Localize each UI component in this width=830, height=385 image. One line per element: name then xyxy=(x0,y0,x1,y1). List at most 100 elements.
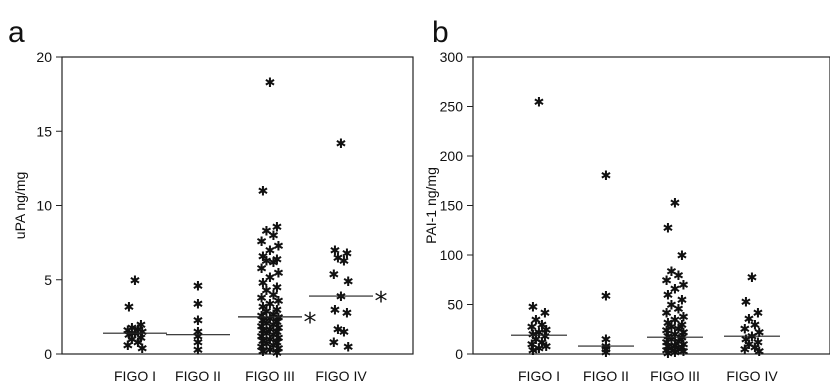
data-point-a-3: ✱ xyxy=(343,341,354,356)
data-point-b-2: ✱ xyxy=(663,340,674,355)
data-point-a-0: ✱ xyxy=(130,327,141,342)
data-point-b-2: ✱ xyxy=(677,341,688,356)
data-point-b-0: ✱ xyxy=(537,318,548,333)
data-point-b-2: ✱ xyxy=(673,322,684,337)
data-point-b-3: ✱ xyxy=(739,343,750,358)
data-point-a-2: ✱ xyxy=(268,329,279,344)
y-tick-label: 0 xyxy=(455,346,463,362)
data-point-a-2: ✱ xyxy=(268,289,279,304)
data-point-a-0: ✱ xyxy=(122,339,133,354)
data-point-a-0: ✱ xyxy=(136,332,147,347)
data-point-b-0: ✱ xyxy=(526,338,537,353)
data-point-a-2: ✱ xyxy=(261,254,272,269)
data-point-a-2: ✱ xyxy=(273,321,284,336)
data-point-a-3: ✱ xyxy=(328,268,339,283)
data-point-b-2: ✱ xyxy=(670,339,681,354)
data-point-a-0: ✱ xyxy=(124,300,135,315)
y-axis-label-a: uPA ng/mg xyxy=(12,172,28,239)
data-point-b-0: ✱ xyxy=(541,323,552,338)
data-point-b-0: ✱ xyxy=(540,330,551,345)
data-point-b-3: ✱ xyxy=(753,336,764,351)
data-point-a-2: ✱ xyxy=(272,281,283,296)
data-point-a-2: ✱ xyxy=(256,320,267,335)
data-point-b-3: ✱ xyxy=(747,330,758,345)
data-point-a-3: ✱ xyxy=(330,244,341,259)
data-point-b-2: ✱ xyxy=(678,310,689,325)
data-point-b-3: ✱ xyxy=(754,345,765,360)
y-tick-label: 50 xyxy=(447,297,463,313)
x-category-label: FIGO I xyxy=(518,368,560,384)
data-point-a-3: ✱ xyxy=(342,306,353,321)
data-point-b-2: ✱ xyxy=(678,338,689,353)
data-point-b-2: ✱ xyxy=(663,221,674,236)
data-point-b-0: ✱ xyxy=(528,344,539,359)
data-point-a-2: ✱ xyxy=(268,318,279,333)
data-point-b-0: ✱ xyxy=(531,313,542,328)
y-tick-label: 20 xyxy=(36,49,52,65)
data-point-a-3: ✱ xyxy=(336,137,347,152)
data-point-a-2: ✱ xyxy=(265,312,276,327)
data-point-b-0: ✱ xyxy=(528,300,539,315)
data-point-b-1: ✱ xyxy=(601,346,612,361)
data-point-b-3: ✱ xyxy=(741,333,752,348)
data-point-b-0: ✱ xyxy=(534,326,545,341)
data-point-b-2: ✱ xyxy=(661,306,672,321)
data-point-a-2: ✱ xyxy=(272,315,283,330)
data-point-a-1: ✱ xyxy=(193,326,204,341)
data-point-a-0: ✱ xyxy=(127,321,138,336)
data-point-b-0: ✱ xyxy=(541,340,552,355)
y-axis-label-b: PAI-1 ng/mg xyxy=(423,167,439,244)
data-point-b-3: ✱ xyxy=(747,271,758,286)
data-point-a-1: ✱ xyxy=(193,298,204,313)
data-point-b-0: ✱ xyxy=(540,306,551,321)
data-point-b-2: ✱ xyxy=(666,320,677,335)
data-point-a-2: ✱ xyxy=(256,235,267,250)
data-point-b-2: ✱ xyxy=(678,326,689,341)
data-point-b-2: ✱ xyxy=(661,344,672,359)
data-point-b-2: ✱ xyxy=(670,283,681,298)
data-point-a-0: ✱ xyxy=(124,329,135,344)
data-point-b-2: ✱ xyxy=(677,318,688,333)
data-point-a-2: ✱ xyxy=(265,298,276,313)
data-point-b-3: ✱ xyxy=(750,341,761,356)
data-point-b-0: ✱ xyxy=(526,320,537,335)
data-point-a-2: ✱ xyxy=(265,76,276,91)
data-point-a-2: ✱ xyxy=(258,345,269,360)
data-point-b-1: ✱ xyxy=(601,333,612,348)
data-point-a-2: ✱ xyxy=(261,284,272,299)
data-point-a-2: ✱ xyxy=(272,303,283,318)
data-point-b-1: ✱ xyxy=(601,290,612,305)
data-point-a-2: ✱ xyxy=(268,308,279,323)
x-category-label: FIGO I xyxy=(114,368,156,384)
data-point-a-2: ✱ xyxy=(256,262,267,277)
data-point-b-2: ✱ xyxy=(678,345,689,360)
data-point-a-3: ✱ xyxy=(343,275,354,290)
plot-frame-a xyxy=(61,56,414,355)
data-point-a-2: ✱ xyxy=(256,341,267,356)
data-point-b-2: ✱ xyxy=(661,336,672,351)
data-point-a-3: ✱ xyxy=(333,251,344,266)
data-point-a-2: ✱ xyxy=(265,244,276,259)
data-point-b-2: ✱ xyxy=(663,289,674,304)
data-point-a-2: ✱ xyxy=(273,332,284,347)
data-point-a-2: ✱ xyxy=(258,335,269,350)
data-point-b-3: ✱ xyxy=(753,306,764,321)
y-tick-label: 300 xyxy=(440,49,464,65)
data-point-a-1: ✱ xyxy=(193,314,204,329)
data-point-a-2: ✱ xyxy=(256,292,267,307)
data-point-a-3: ✱ xyxy=(339,254,350,269)
data-point-a-2: ✱ xyxy=(258,185,269,200)
x-category-label: FIGO IV xyxy=(726,368,778,384)
data-point-b-1: ✱ xyxy=(601,340,612,355)
data-point-a-2: ✱ xyxy=(273,342,284,357)
data-point-b-2: ✱ xyxy=(661,324,672,339)
data-point-a-0: ✱ xyxy=(130,274,141,289)
y-tick-label: 0 xyxy=(44,346,52,362)
data-point-a-2: ✱ xyxy=(261,327,272,342)
data-point-a-3: ✱ xyxy=(330,303,341,318)
data-point-b-2: ✱ xyxy=(677,331,688,346)
data-point-a-3: ✱ xyxy=(342,247,353,262)
data-point-b-2: ✱ xyxy=(677,294,688,309)
data-point-b-3: ✱ xyxy=(744,312,755,327)
